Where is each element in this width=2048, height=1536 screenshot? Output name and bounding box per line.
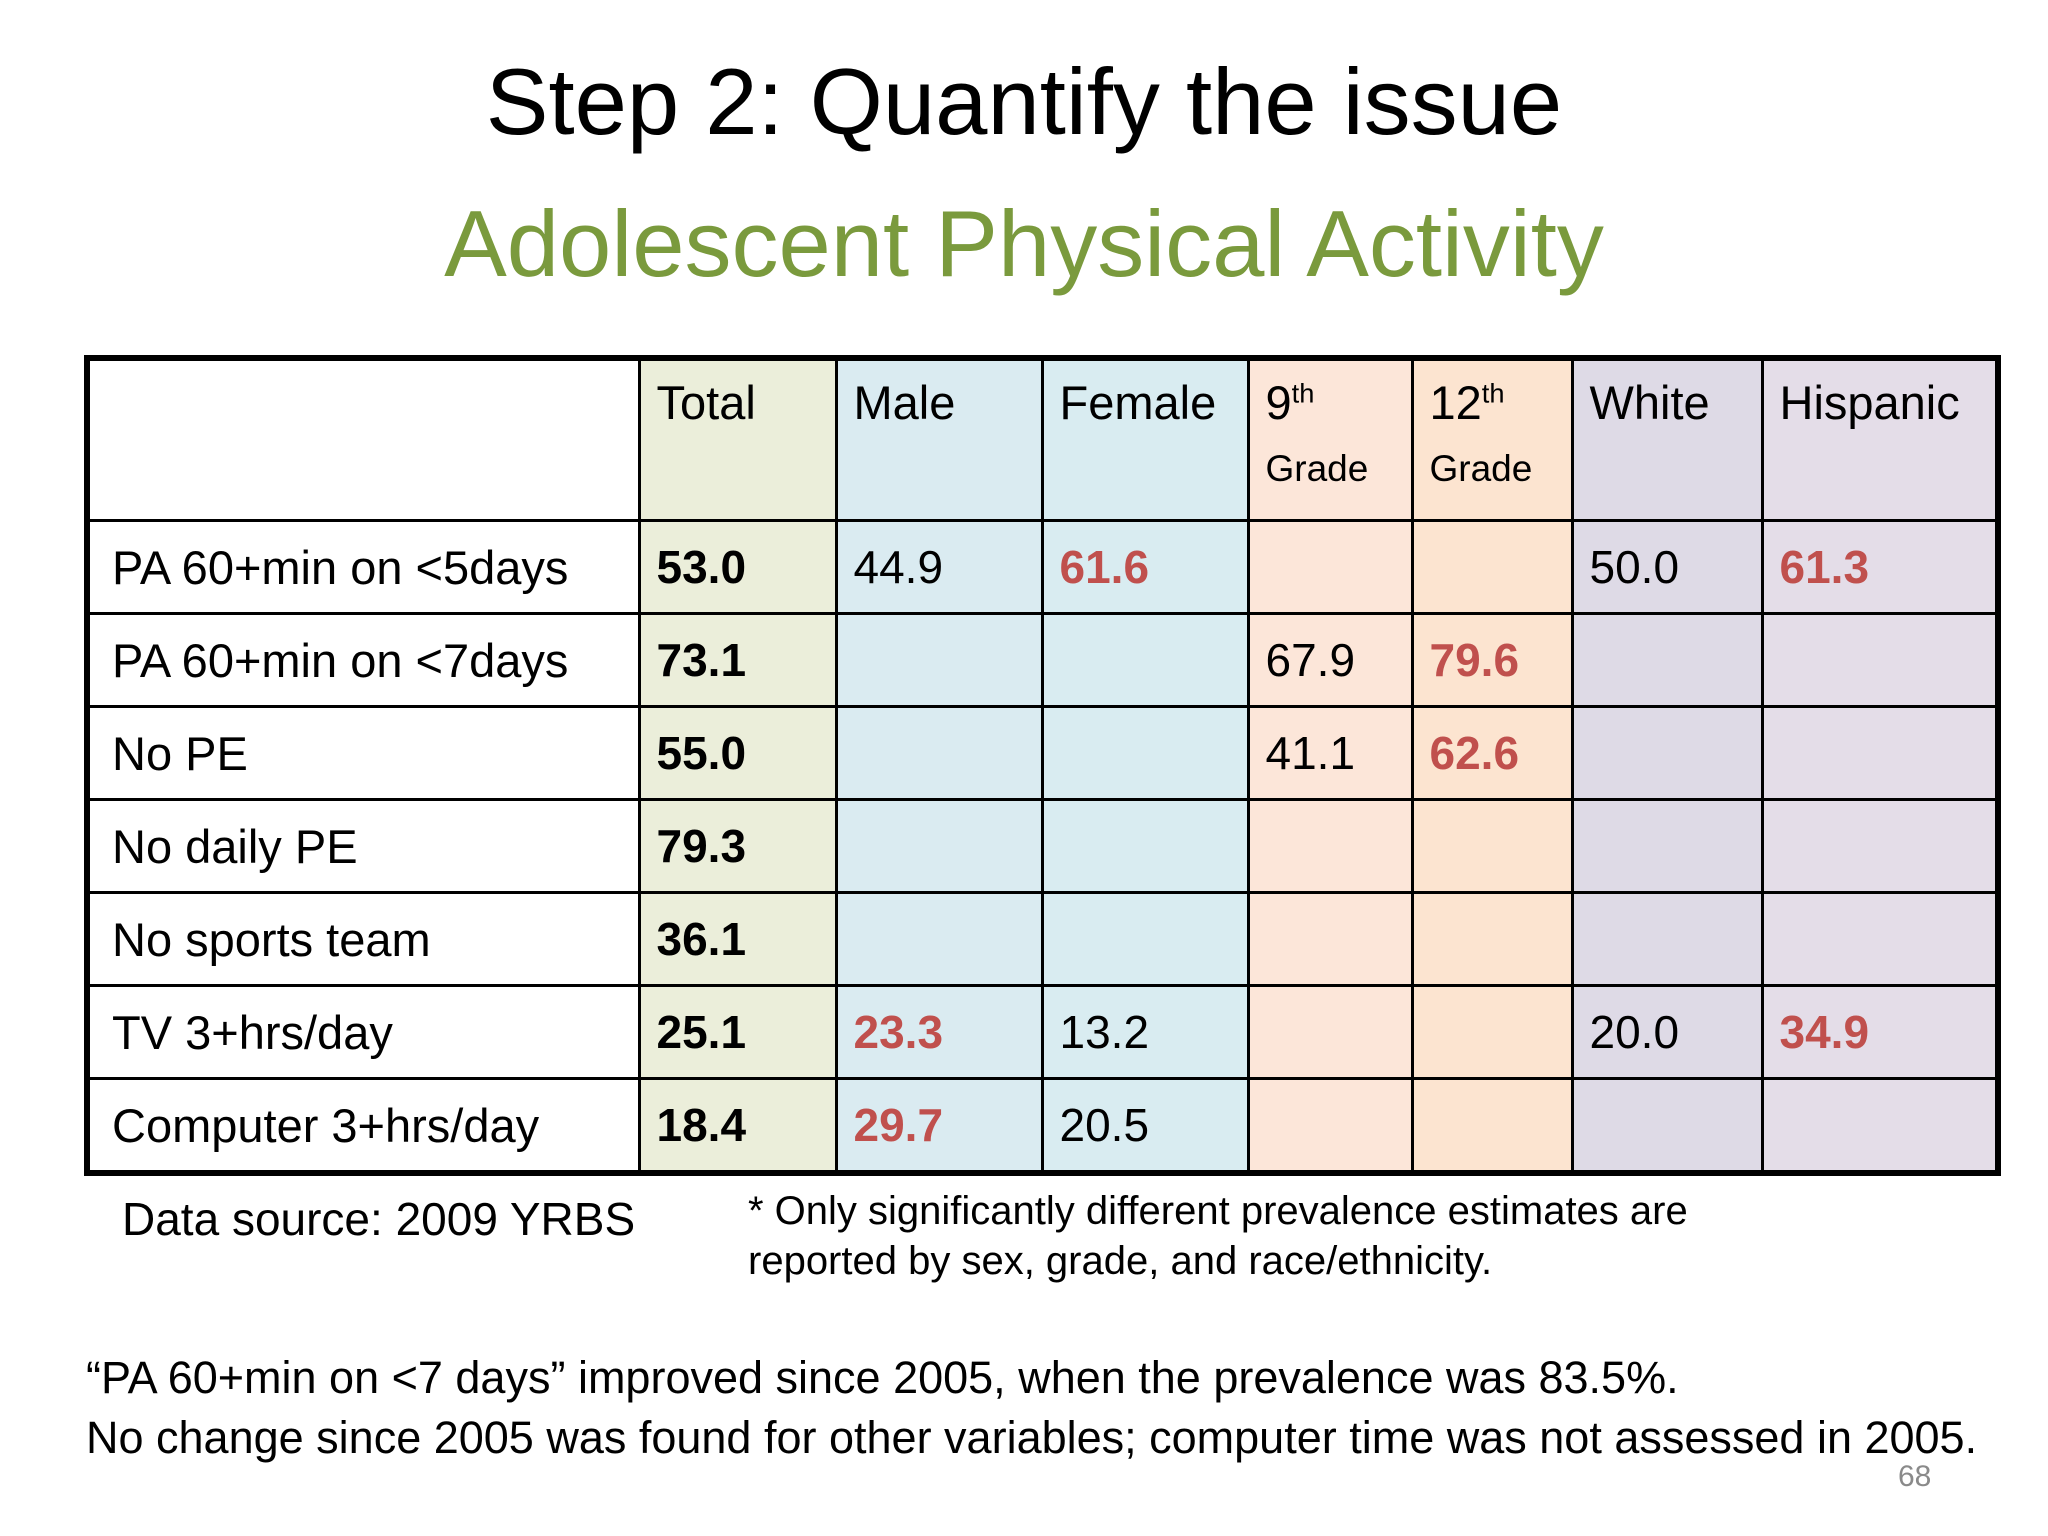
table-row: No sports team 36.1: [85, 891, 2000, 987]
footnote-line2: No change since 2005 was found for other…: [86, 1411, 1978, 1463]
cell-hispanic: [1760, 612, 2000, 708]
table-row: TV 3+hrs/day 25.1 23.3 13.2 20.0 34.9: [85, 984, 2000, 1080]
col-header-white: White: [1570, 356, 1764, 522]
cell-grade9: [1246, 519, 1414, 615]
col-header-male: Male: [834, 356, 1044, 522]
cell-hispanic: 61.3: [1760, 519, 2000, 615]
footnotes: “PA 60+min on <7 days” improved since 20…: [86, 1348, 1977, 1468]
cell-total: 73.1: [637, 612, 838, 708]
table-row: PA 60+min on <5days 53.0 44.9 61.6 50.0 61.3: [85, 519, 2000, 615]
cell-grade9: 67.9: [1246, 612, 1414, 708]
table-row: No daily PE 79.3: [85, 798, 2000, 894]
cell-male: [834, 705, 1044, 801]
row-label: PA 60+min on <7days: [85, 612, 641, 708]
cell-white: 50.0: [1570, 519, 1764, 615]
activity-table: Total Male Female 9th Grade 12th Grade White His…: [84, 355, 2001, 1176]
col-header-grade12: 12th Grade: [1410, 356, 1574, 522]
col-header-hispanic: Hispanic: [1760, 356, 2000, 522]
row-label: PA 60+min on <5days: [85, 519, 641, 615]
cell-grade12: 79.6: [1410, 612, 1574, 708]
cell-male: 29.7: [834, 1077, 1044, 1175]
cell-total: 55.0: [637, 705, 838, 801]
cell-total: 18.4: [637, 1077, 838, 1175]
corner-cell: [85, 356, 641, 522]
cell-total: 25.1: [637, 984, 838, 1080]
cell-female: [1040, 612, 1250, 708]
cell-grade12: [1410, 798, 1574, 894]
cell-male: 23.3: [834, 984, 1044, 1080]
cell-hispanic: 34.9: [1760, 984, 2000, 1080]
significance-note: * Only significantly different prevalenc…: [748, 1186, 1688, 1286]
cell-female: [1040, 705, 1250, 801]
cell-total: 79.3: [637, 798, 838, 894]
row-label: TV 3+hrs/day: [85, 984, 641, 1080]
cell-male: [834, 612, 1044, 708]
col-header-total: Total: [637, 356, 838, 522]
cell-grade9: [1246, 798, 1414, 894]
cell-grade12: [1410, 984, 1574, 1080]
cell-female: [1040, 891, 1250, 987]
page-number: 68: [1898, 1460, 1932, 1493]
cell-total: 36.1: [637, 891, 838, 987]
cell-grade12: [1410, 891, 1574, 987]
cell-hispanic: [1760, 798, 2000, 894]
cell-grade12: [1410, 519, 1574, 615]
cell-grade9: [1246, 984, 1414, 1080]
row-label: Computer 3+hrs/day: [85, 1077, 641, 1175]
cell-total: 53.0: [637, 519, 838, 615]
row-label: No daily PE: [85, 798, 641, 894]
table-row: Computer 3+hrs/day 18.4 29.7 20.5: [85, 1077, 2000, 1175]
header-row: Total Male Female 9th Grade 12th Grade White His…: [85, 356, 2000, 522]
table-row: PA 60+min on <7days 73.1 67.9 79.6: [85, 612, 2000, 708]
significance-note-line1: * Only significantly different prevalenc…: [748, 1189, 1688, 1233]
cell-grade9: [1246, 891, 1414, 987]
table-row: No PE 55.0 41.1 62.6: [85, 705, 2000, 801]
cell-male: [834, 798, 1044, 894]
cell-white: [1570, 798, 1764, 894]
data-source-text: Data source: 2009 YRBS: [122, 1193, 636, 1245]
cell-female: [1040, 798, 1250, 894]
cell-grade9: [1246, 1077, 1414, 1175]
cell-male: [834, 891, 1044, 987]
cell-female: 61.6: [1040, 519, 1250, 615]
significance-note-line2: reported by sex, grade, and race/ethnici…: [748, 1239, 1493, 1283]
cell-white: 20.0: [1570, 984, 1764, 1080]
cell-white: [1570, 891, 1764, 987]
cell-grade12: 62.6: [1410, 705, 1574, 801]
cell-hispanic: [1760, 891, 2000, 987]
footnote-line1: “PA 60+min on <7 days” improved since 20…: [86, 1352, 1679, 1403]
row-label: No sports team: [85, 891, 641, 987]
col-header-grade9: 9th Grade: [1246, 356, 1414, 522]
cell-hispanic: [1760, 1077, 2000, 1175]
cell-male: 44.9: [834, 519, 1044, 615]
cell-white: [1570, 612, 1764, 708]
cell-hispanic: [1760, 705, 2000, 801]
cell-white: [1570, 705, 1764, 801]
slide-title: Step 2: Quantify the issue: [485, 49, 1563, 154]
cell-female: 13.2: [1040, 984, 1250, 1080]
slide-subtitle: Adolescent Physical Activity: [444, 191, 1604, 296]
cell-grade12: [1410, 1077, 1574, 1175]
cell-white: [1570, 1077, 1764, 1175]
cell-female: 20.5: [1040, 1077, 1250, 1175]
cell-grade9: 41.1: [1246, 705, 1414, 801]
col-header-female: Female: [1040, 356, 1250, 522]
row-label: No PE: [85, 705, 641, 801]
